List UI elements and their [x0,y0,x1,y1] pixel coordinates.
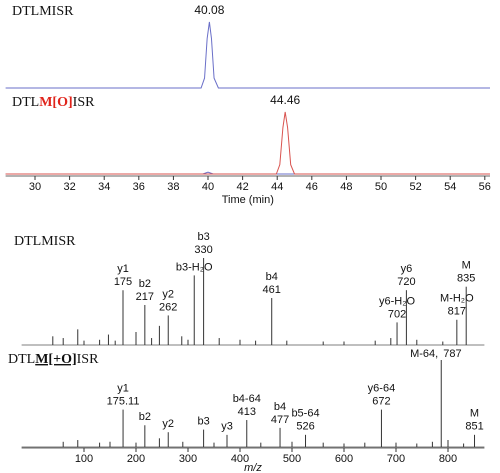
ion-label: b5-64 [291,408,319,420]
ion-label: y6 [401,263,413,275]
mz-label: 413 [238,406,256,418]
x-tick-label: 200 [127,453,145,465]
panel-title: DTLM[+O]ISR [8,352,99,367]
mz-label: 526 [296,421,314,433]
ion-label: y1 [117,263,129,275]
x-tick-label: 56 [479,181,491,193]
mz-label: 175 [114,276,132,288]
title-part: DTL [12,95,39,110]
peak-label: 44.46 [270,93,300,107]
title-part: DTLMISR [14,234,76,249]
x-tick-label: 600 [335,453,353,465]
title-part: M[+O] [35,352,76,367]
x-tick-label: 52 [409,181,421,193]
mz-label: 461 [263,284,281,296]
mz-label: 817 [448,306,466,318]
mz-label: 672 [372,395,390,407]
mz-label: 720 [397,276,415,288]
ion-label: b4 [266,271,278,283]
panel-title: DTLMISR [12,4,74,19]
ion-label: M-H₂O [440,293,474,305]
mz-label: 787 [443,348,461,360]
ion-label: y2 [162,288,174,300]
ion-label: b2 [139,411,151,423]
ion-label: y6-64 [368,382,396,394]
trace [5,111,490,175]
peak-label: 40.08 [194,3,224,17]
x-tick-label: 46 [306,181,318,193]
x-axis-label: Time (min) [222,194,274,206]
panel-title: DTLM[O]ISR [12,95,95,110]
ion-label: b4-64 [233,393,261,405]
x-tick-label: 44 [271,181,283,193]
panel-title: DTLMISR [14,234,76,249]
x-tick-label: 50 [375,181,387,193]
x-tick-label: 36 [133,181,145,193]
ion-label: M-64, [410,348,438,360]
x-tick-label: 700 [387,453,405,465]
x-tick-label: 48 [340,181,352,193]
x-tick-label: 34 [98,181,110,193]
mz-label: 262 [159,301,177,313]
title-part: DTL [8,352,35,367]
ion-label: b4 [274,401,286,413]
ion-label: b2 [139,278,151,290]
x-tick-label: 54 [444,181,456,193]
mz-label: 477 [271,414,289,426]
x-tick-label: 38 [167,181,179,193]
ion-label: y3 [221,421,233,433]
title-part: ISR [73,95,95,110]
title-part: DTLMISR [12,4,74,19]
ion-label: M [470,408,479,420]
ion-label: b3 [197,416,209,428]
x-tick-label: 32 [63,181,75,193]
trace [5,21,490,89]
ion-label: y6-H₂O [379,295,415,307]
x-axis-label: m/z [244,462,262,473]
ion-label: b3 [197,231,209,243]
ion-label: b3-H₂O [176,261,213,273]
title-part: M[O] [39,95,72,110]
mz-label: 835 [457,273,475,285]
mz-label: 175.11 [107,395,140,407]
x-tick-label: 400 [231,453,249,465]
x-tick-label: 300 [179,453,197,465]
mz-label: 217 [136,291,154,303]
mz-label: 702 [388,308,406,320]
x-tick-label: 800 [439,453,457,465]
mz-label: 330 [194,244,212,256]
x-tick-label: 500 [283,453,301,465]
ion-label: y2 [162,418,174,430]
x-tick-label: 30 [29,181,41,193]
x-tick-label: 100 [75,453,93,465]
ion-label: M [462,260,471,272]
mz-label: 851 [465,421,483,433]
x-tick-label: 42 [236,181,248,193]
x-tick-label: 40 [202,181,214,193]
ion-label: y1 [117,382,129,394]
title-part: ISR [77,352,99,367]
